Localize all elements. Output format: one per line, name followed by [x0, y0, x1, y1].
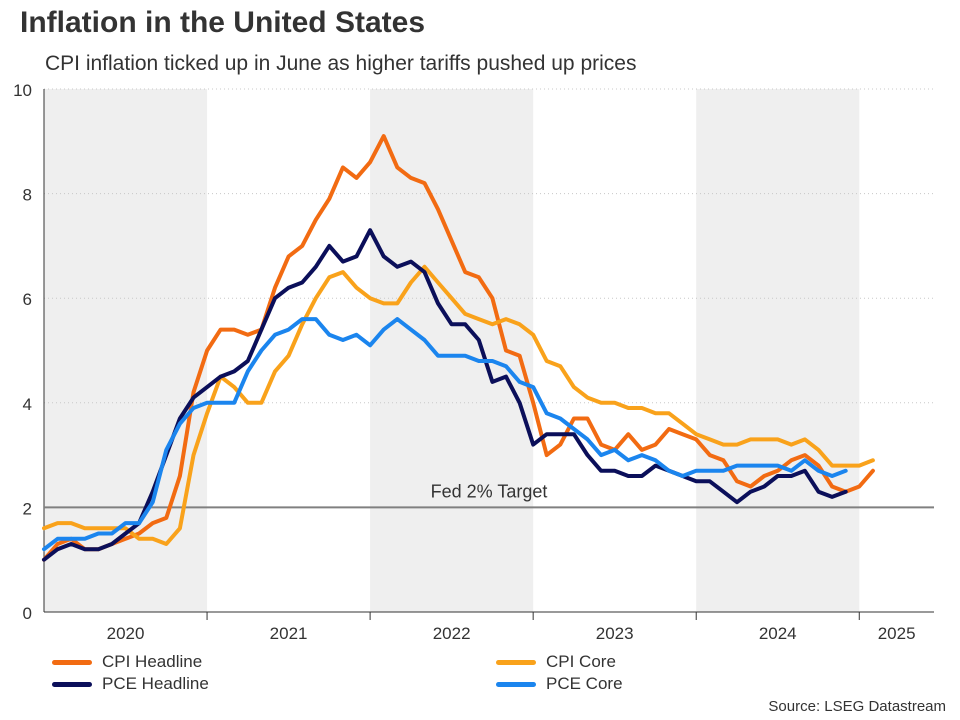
source-note: Source: LSEG Datastream	[768, 698, 946, 715]
y-tick-label: 10	[13, 81, 32, 100]
x-tick-label: 2022	[433, 624, 471, 643]
series-lines	[42, 134, 875, 562]
fed-target-label: Fed 2% Target	[431, 481, 548, 501]
x-tick-label: 2025	[878, 624, 916, 643]
chart-subtitle: CPI inflation ticked up in June as highe…	[45, 52, 637, 75]
y-tick-label: 0	[23, 604, 32, 623]
y-tick-label: 8	[23, 186, 32, 205]
year-shading	[44, 89, 860, 612]
y-tick-label: 4	[23, 395, 32, 414]
x-tick-label: 2020	[107, 624, 145, 643]
legend-swatch-cpi-headline	[52, 659, 92, 665]
series-line-pce-core	[42, 317, 848, 552]
legend-swatch-pce-core	[496, 681, 536, 687]
shade-band-2024	[696, 89, 860, 612]
legend-swatch-cpi-core	[496, 659, 536, 665]
legend-swatch-pce-headline	[52, 681, 92, 687]
legend-cpi-headline: CPI Headline	[52, 652, 202, 672]
y-tick-label: 2	[23, 499, 32, 518]
x-tick-label: 2021	[270, 624, 308, 643]
axes: 0 2 4 6 8 10 2020 2021 2022 2023 2024 2025	[13, 81, 934, 643]
x-tick-label: 2023	[596, 624, 634, 643]
legend-cpi-core: CPI Core	[496, 652, 616, 672]
series-line-cpi-headline	[42, 134, 875, 562]
series-line-cpi-core	[42, 264, 875, 546]
legend-label-cpi-core: CPI Core	[546, 652, 616, 671]
legend-pce-core: PCE Core	[496, 674, 623, 694]
legend-label-pce-headline: PCE Headline	[102, 674, 209, 693]
x-tick-label: 2024	[759, 624, 797, 643]
legend-label-cpi-headline: CPI Headline	[102, 652, 203, 671]
legend-pce-headline: PCE Headline	[52, 674, 209, 694]
fed-target: Fed 2% Target	[44, 481, 934, 509]
chart-title: Inflation in the United States	[20, 6, 426, 39]
y-tick-label: 6	[23, 290, 32, 309]
legend-label-pce-core: PCE Core	[546, 674, 623, 693]
